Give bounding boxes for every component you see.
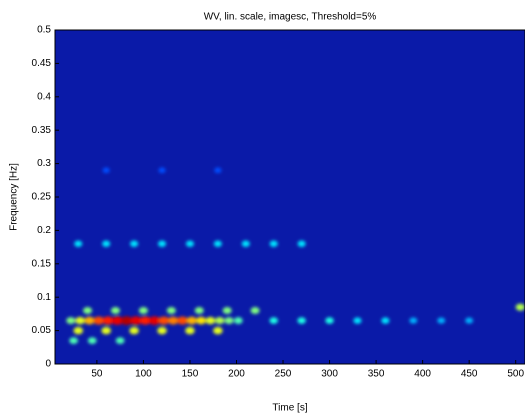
image-spot bbox=[102, 316, 114, 325]
image-spot bbox=[205, 316, 216, 325]
x-tick-label: 300 bbox=[321, 369, 338, 380]
x-tick-label: 500 bbox=[507, 369, 524, 380]
x-tick-label: 400 bbox=[414, 369, 431, 380]
image-spot bbox=[325, 317, 334, 324]
image-spot bbox=[66, 317, 76, 325]
image-spot bbox=[515, 303, 525, 311]
image-spot bbox=[409, 317, 418, 324]
image-spot bbox=[381, 317, 390, 324]
image-spot bbox=[269, 240, 278, 247]
image-spot bbox=[73, 326, 84, 335]
image-spot bbox=[213, 326, 223, 335]
y-tick-label: 0 bbox=[45, 359, 51, 370]
y-tick-label: 0.25 bbox=[32, 192, 52, 203]
image-spot bbox=[75, 316, 85, 325]
image-spot bbox=[194, 307, 204, 315]
image-spot bbox=[120, 316, 133, 325]
image-spot bbox=[101, 326, 111, 335]
image-spot bbox=[148, 316, 161, 325]
x-tick-label: 200 bbox=[228, 369, 245, 380]
x-tick-label: 350 bbox=[368, 369, 385, 380]
image-layer bbox=[66, 167, 525, 345]
x-tick-label: 250 bbox=[275, 369, 292, 380]
x-tick-label: 150 bbox=[182, 369, 199, 380]
image-spot bbox=[196, 316, 207, 325]
image-spot bbox=[185, 326, 195, 335]
x-tick-label: 50 bbox=[91, 369, 103, 380]
y-tick-label: 0.35 bbox=[32, 125, 52, 136]
image-spot bbox=[297, 240, 306, 247]
image-spot bbox=[224, 317, 234, 325]
image-spot bbox=[158, 316, 170, 325]
image-spot bbox=[110, 307, 120, 315]
image-spot bbox=[69, 337, 78, 345]
image-spot bbox=[250, 307, 260, 315]
image-spot bbox=[269, 317, 278, 324]
image-spot bbox=[353, 317, 362, 324]
image-spot bbox=[233, 317, 243, 324]
image-spot bbox=[177, 316, 188, 325]
image-spot bbox=[74, 240, 83, 247]
image-spot bbox=[139, 316, 151, 325]
image-spot bbox=[213, 240, 222, 247]
image-spot bbox=[166, 307, 176, 315]
y-tick-label: 0.3 bbox=[37, 158, 51, 169]
image-spot bbox=[138, 307, 148, 315]
image-spot bbox=[93, 316, 105, 325]
image-spot bbox=[215, 316, 225, 325]
image-spot bbox=[241, 240, 250, 247]
y-tick-label: 0.4 bbox=[37, 91, 51, 102]
y-tick-label: 0.5 bbox=[37, 25, 51, 36]
image-spot bbox=[115, 337, 125, 345]
plot-background bbox=[55, 30, 525, 364]
image-spot bbox=[129, 326, 139, 335]
image-spot bbox=[186, 316, 197, 325]
image-spot bbox=[465, 317, 474, 324]
image-spot bbox=[437, 317, 446, 324]
image-spot bbox=[111, 316, 124, 325]
image-spot bbox=[222, 307, 232, 315]
image-spot bbox=[167, 316, 179, 325]
x-axis-label: Time [s] bbox=[272, 403, 307, 414]
x-tick-label: 100 bbox=[135, 369, 152, 380]
y-axis-label: Frequency [Hz] bbox=[9, 163, 20, 231]
image-spot bbox=[87, 337, 97, 345]
image-spot bbox=[130, 240, 139, 247]
chart-title: WV, lin. scale, imagesc, Threshold=5% bbox=[204, 12, 377, 23]
x-tick-label: 450 bbox=[461, 369, 478, 380]
y-tick-label: 0.1 bbox=[37, 292, 51, 303]
image-spot bbox=[158, 167, 166, 174]
image-spot bbox=[185, 240, 195, 247]
image-spot bbox=[157, 326, 167, 335]
image-spot bbox=[214, 167, 222, 174]
image-spot bbox=[157, 240, 167, 247]
y-tick-label: 0.45 bbox=[32, 58, 52, 69]
image-spot bbox=[84, 316, 95, 325]
y-tick-label: 0.2 bbox=[37, 225, 51, 236]
image-spot bbox=[102, 240, 111, 247]
y-tick-label: 0.15 bbox=[32, 258, 52, 269]
y-tick-label: 0.05 bbox=[32, 325, 52, 336]
image-spot bbox=[130, 316, 142, 325]
image-spot bbox=[102, 167, 110, 174]
image-spot bbox=[83, 307, 93, 315]
image-spot bbox=[297, 317, 306, 324]
